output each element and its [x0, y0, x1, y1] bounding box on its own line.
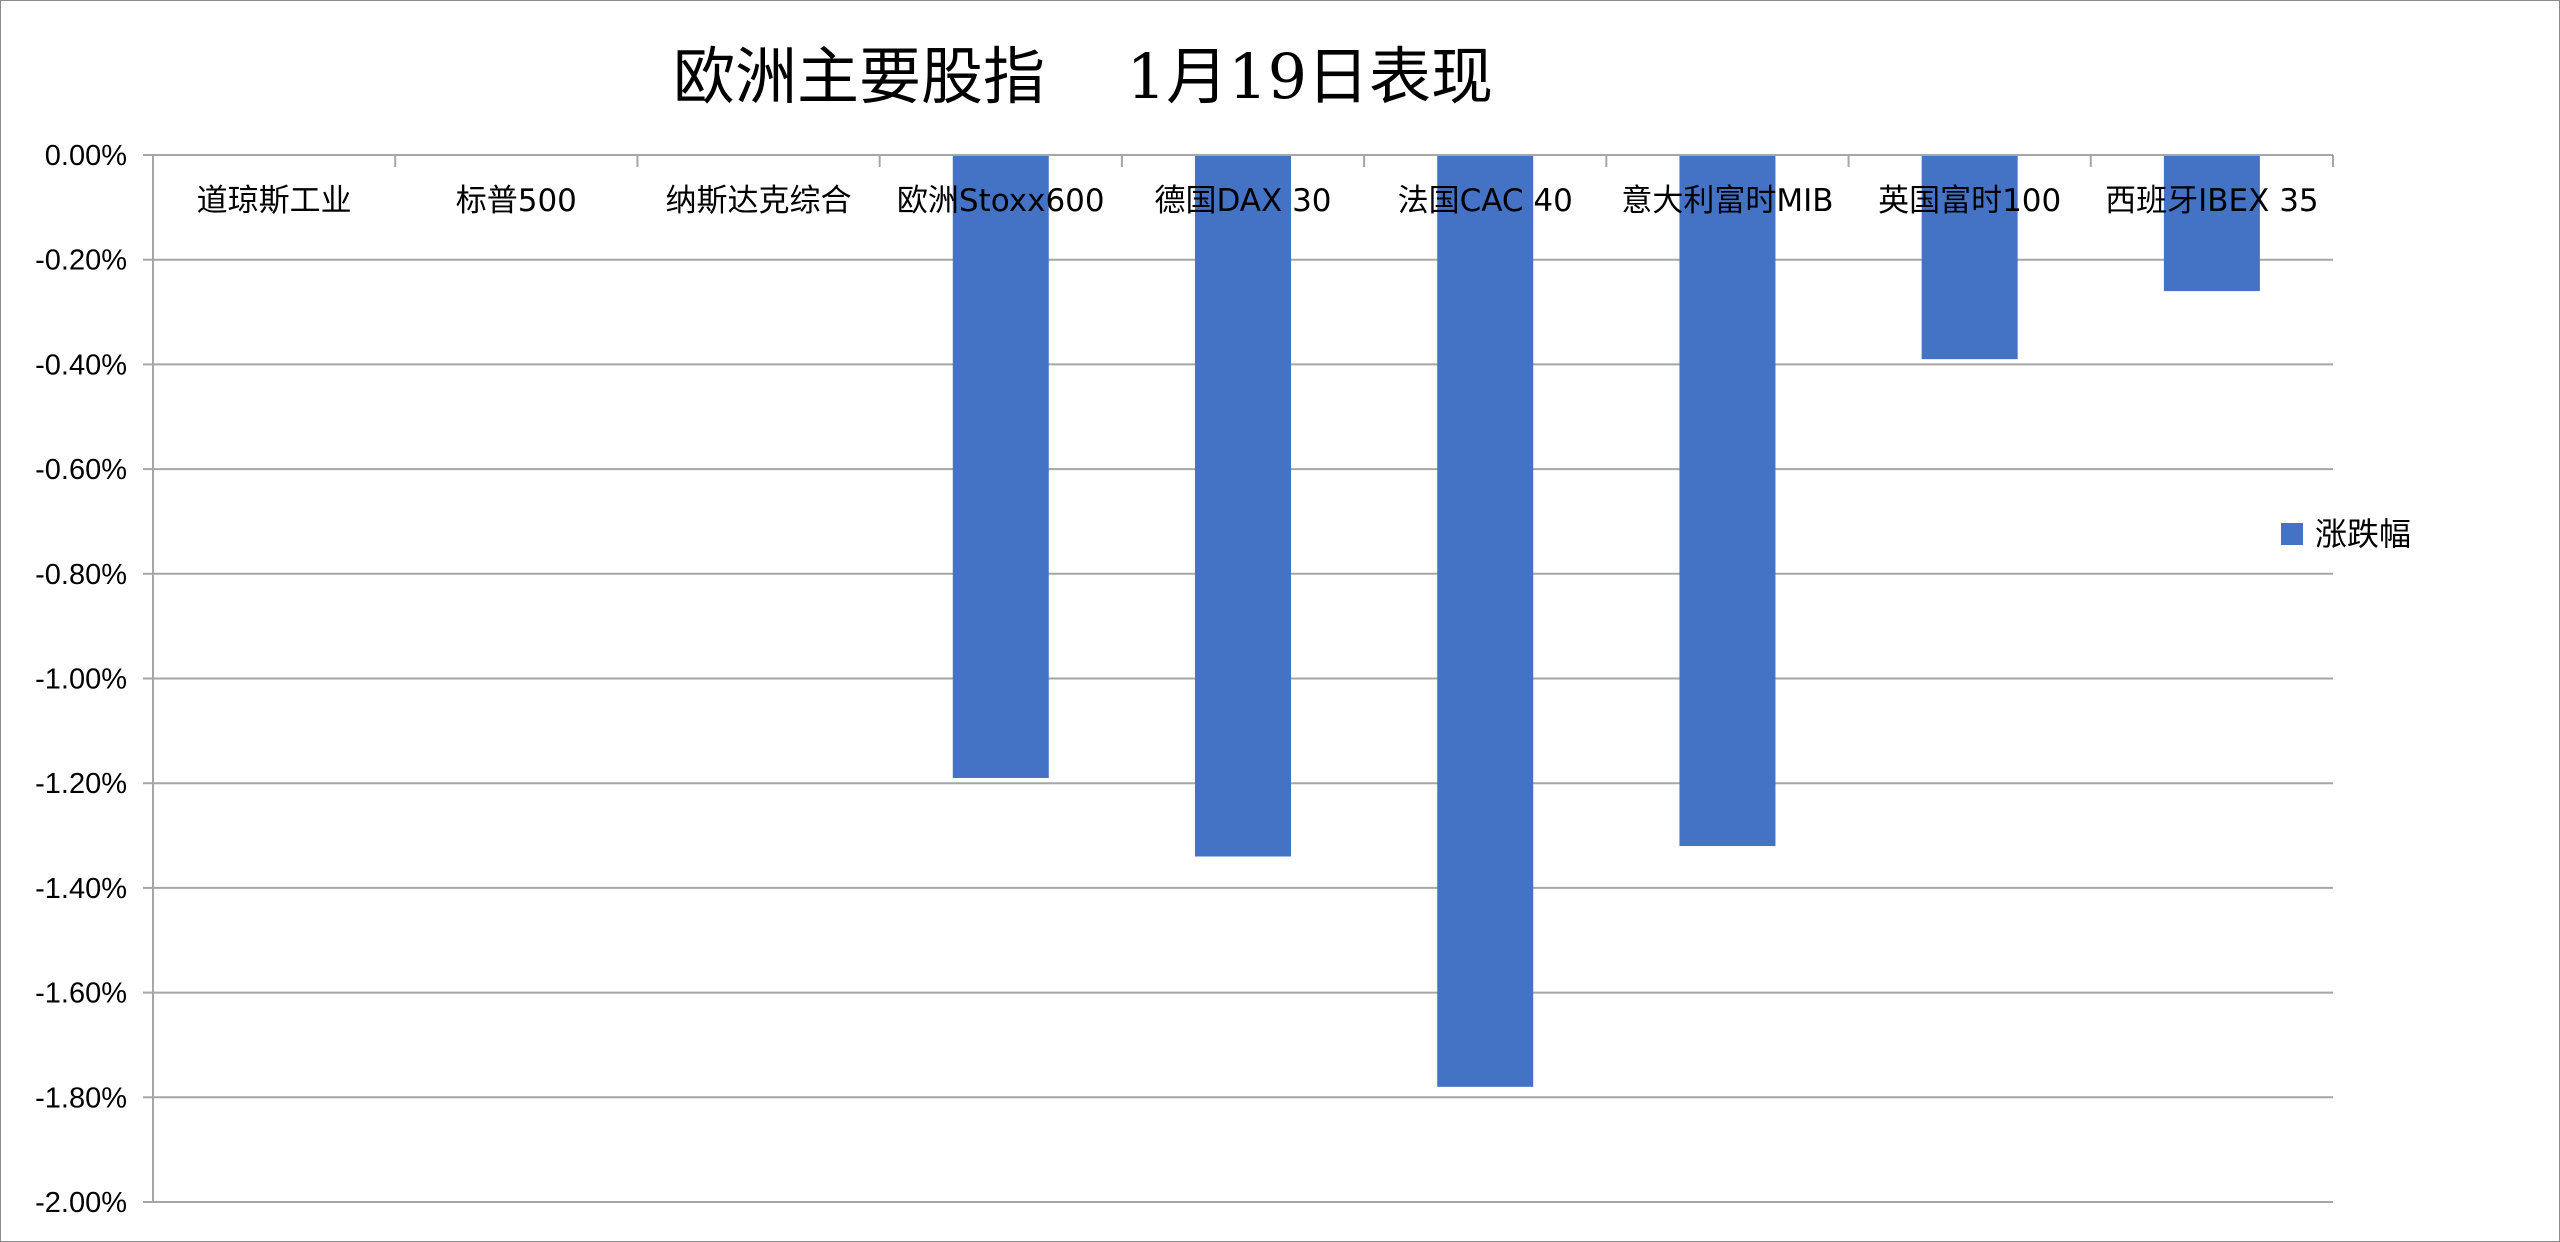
bar — [1195, 155, 1291, 857]
x-tick-label: 纳斯达克综合 — [666, 183, 852, 219]
y-tick-label: -1.80% — [35, 1082, 127, 1114]
bar — [1437, 155, 1534, 1087]
x-tick-label: 道琼斯工业 — [197, 183, 352, 219]
y-tick-label: -0.40% — [35, 349, 127, 381]
x-tick-label: 德国DAX 30 — [1154, 183, 1331, 219]
y-tick-label: -1.00% — [35, 664, 127, 696]
x-tick-label: 意大利富时MIB — [1621, 183, 1833, 219]
legend: 涨跌幅 — [2281, 515, 2411, 553]
x-tick-label: 法国CAC 40 — [1398, 183, 1573, 219]
x-axis-tick-labels: 道琼斯工业 标普500 纳斯达克综合 欧洲Stoxx600 德国DAX 30 法国CAC … — [197, 183, 2319, 219]
chart-title: 欧洲主要股指 1月19日表现 — [673, 40, 1493, 113]
bar — [1921, 155, 2018, 360]
y-tick-label: 0.00% — [45, 140, 127, 172]
bars — [952, 155, 2260, 1087]
bar — [2163, 155, 2260, 292]
x-tick-label: 西班牙IBEX 35 — [2105, 183, 2319, 219]
x-tick-label: 标普500 — [456, 183, 577, 219]
y-tick-label: -0.20% — [35, 245, 127, 277]
y-axis-tick-labels: 0.00% -0.20% -0.40% -0.60% -0.80% -1.00% -1.20… — [35, 140, 127, 1219]
axes — [143, 154, 2334, 1203]
legend-label: 涨跌幅 — [2315, 515, 2411, 553]
legend-swatch — [2281, 523, 2303, 545]
y-tick-label: -1.40% — [35, 873, 127, 905]
bar — [1679, 155, 1776, 847]
y-tick-label: -1.20% — [35, 768, 127, 800]
bar — [952, 155, 1049, 778]
x-tick-label: 欧洲Stoxx600 — [897, 183, 1105, 219]
y-tick-label: -2.00% — [35, 1187, 127, 1219]
x-tick-label: 英国富时100 — [1878, 183, 2061, 219]
y-tick-label: -0.80% — [35, 559, 127, 591]
y-tick-label: -0.60% — [35, 454, 127, 486]
y-tick-label: -1.60% — [35, 978, 127, 1010]
